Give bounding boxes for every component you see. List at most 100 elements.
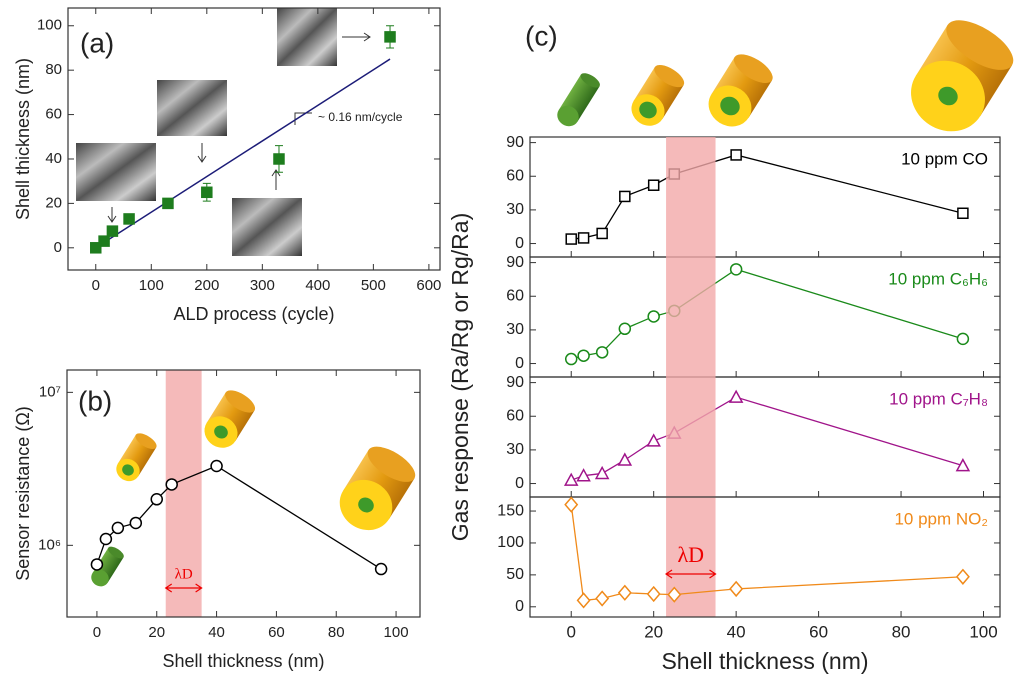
y-axis-label: Shell thickness (nm) [13,58,33,220]
y-axis-label: Gas response (Ra/Rg or Rg/Ra) [447,213,473,542]
marker [374,562,388,576]
x-tick-label: 40 [208,624,225,641]
marker [273,153,285,165]
nanowire-core [720,96,740,116]
marker [956,332,970,346]
y-tick-label: 30 [506,441,524,458]
nanowire-core [214,425,228,439]
y-tick-label: 10⁷ [39,383,61,400]
series-label: 10 ppm C₆H₆ [888,269,988,288]
marker [955,458,971,472]
x-tick-label: 0 [566,622,575,641]
series-line [571,396,964,481]
y-tick-label: 30 [506,321,524,338]
nanowire-core [358,497,374,513]
panel-label: (a) [80,27,114,58]
nanowire [708,54,773,127]
x-tick-label: 200 [194,277,219,294]
marker [957,207,969,220]
nanowire [911,20,1014,132]
series-label: 10 ppm NO₂ [894,509,988,528]
y-axis-label: Sensor resistance (Ω) [13,406,33,581]
x-tick-label: 40 [727,622,746,641]
series-label: 10 ppm C₇H₈ [889,389,988,408]
x-tick-label: 300 [250,277,275,294]
marker [594,465,610,480]
y-tick-label: 20 [45,194,62,211]
y-tick-label: 50 [506,566,524,583]
y-tick-label: 0 [515,598,524,615]
marker [619,190,631,203]
marker [647,179,660,191]
nanowire [91,546,124,587]
y-tick-label: 80 [45,61,62,78]
nanowire-face [91,569,109,587]
marker [106,225,119,237]
marker [595,590,610,607]
nanowire-end [654,64,685,88]
x-tick-label: 100 [139,277,164,294]
x-tick-label: 60 [809,622,828,641]
series-line [96,465,382,570]
x-axis-label: ALD process (cycle) [173,304,334,324]
nanowire-end [946,20,1014,70]
marker [90,558,104,571]
marker [617,452,633,466]
panel-label: (b) [78,385,112,416]
band-label: λD [678,542,705,567]
marker [210,459,223,473]
marker [729,263,743,276]
x-tick-label: 20 [148,624,165,641]
marker [647,310,660,323]
panel-label: (c) [525,20,558,51]
marker [564,496,579,513]
nanowire-end [225,390,256,413]
y-tick-label: 60 [506,407,524,424]
x-tick-label: 0 [93,624,101,641]
plot-frame [67,7,441,271]
x-tick-label: 20 [644,622,663,641]
marker [667,586,682,603]
plot-frame [66,369,421,618]
marker [99,532,113,546]
nanowire-end [733,54,773,84]
depletion-band [165,370,202,617]
y-tick-label: 0 [54,239,62,256]
band-arrow [164,583,203,593]
y-tick-label: 60 [506,287,524,304]
marker [123,213,135,225]
marker [955,568,970,585]
series-label: 10 ppm CO [901,149,988,168]
x-tick-label: 80 [892,622,911,641]
x-tick-label: 100 [969,622,997,641]
y-tick-label: 150 [497,502,524,519]
nanowire-end [367,446,416,482]
marker [165,478,178,491]
fit-line [95,58,391,249]
nanowire-end [580,73,600,88]
x-tick-label: 600 [416,277,441,294]
nanowire-core [639,101,657,119]
x-axis-label: Shell thickness (nm) [661,648,868,674]
depletion-band [666,137,716,617]
y-tick-label: 60 [506,167,524,184]
nanowire [339,446,416,531]
nanowire [557,73,600,127]
band-label: λD [175,566,193,582]
x-tick-label: 100 [384,624,409,641]
y-tick-label: 100 [497,534,524,551]
marker [618,322,632,336]
marker [577,232,590,244]
x-tick-label: 400 [305,277,330,294]
x-tick-label: 60 [268,624,285,641]
plot-frame [529,496,1001,618]
nanowire-core [122,464,134,476]
y-tick-label: 0 [515,235,524,252]
marker [646,433,661,447]
marker [90,242,102,254]
marker [596,227,608,240]
nanowire [116,433,157,482]
nanowire [631,64,685,126]
marker [576,592,591,609]
